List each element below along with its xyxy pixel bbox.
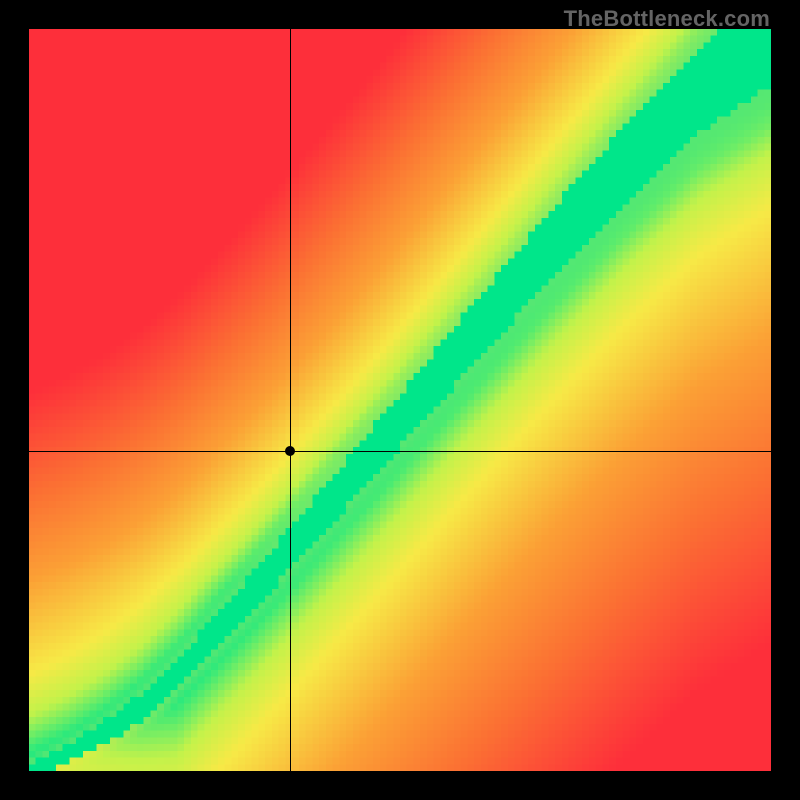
crosshair-marker [285, 446, 295, 456]
crosshair-horizontal [29, 451, 771, 452]
crosshair-vertical [290, 29, 291, 771]
watermark-text: TheBottleneck.com [564, 6, 770, 32]
chart-container: TheBottleneck.com [0, 0, 800, 800]
bottleneck-heatmap [29, 29, 771, 771]
